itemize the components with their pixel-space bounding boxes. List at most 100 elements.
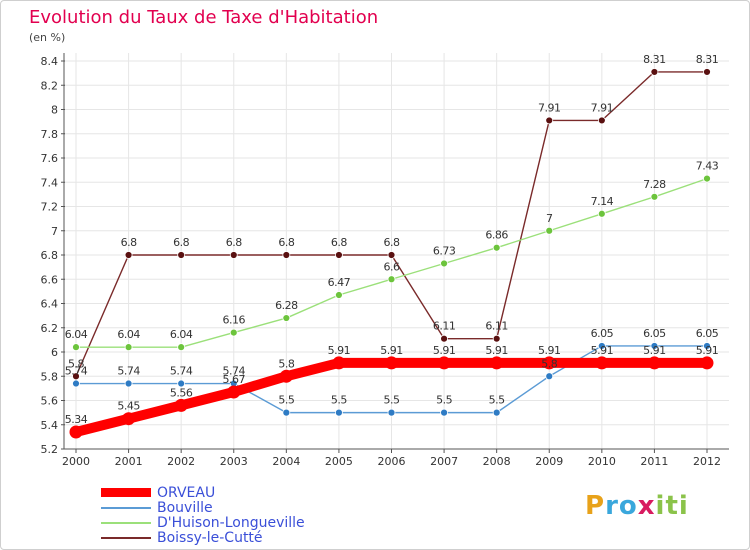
logo-letter: r [605,491,619,521]
y-tick-label: 7 [51,225,58,238]
data-point [279,369,293,383]
x-tick-label: 2011 [640,455,668,468]
legend-label: Boissy-le-Cutté [157,529,263,546]
data-label: 5.91 [591,344,614,357]
data-point [387,275,396,284]
data-label: 6.16 [223,314,246,327]
data-point [229,328,238,337]
legend-item: ORVEAU [101,484,305,501]
legend-item: Bouville [101,500,305,516]
data-label: 5.91 [538,344,561,357]
logo-letter: i [655,491,666,521]
data-label: 5.91 [433,344,456,357]
data-point [387,408,396,417]
data-point [492,334,501,343]
data-label: 6.05 [696,327,719,340]
proxiti-logo: Proxiti [585,491,689,521]
data-label: 6.11 [433,320,456,333]
data-point [545,372,554,381]
plot-area [64,53,729,449]
data-point [545,226,554,235]
chart-title: Evolution du Taux de Taxe d'Habitation [29,7,379,28]
y-tick-label: 6.6 [41,273,59,286]
data-point [597,116,606,125]
data-label: 6.05 [591,327,614,340]
data-label: 6.28 [275,299,298,312]
data-point [124,343,133,352]
y-tick-label: 6 [51,346,58,359]
x-tick-label: 2010 [588,455,616,468]
x-tick-label: 2002 [167,455,195,468]
legend-label: ORVEAU [157,484,216,501]
data-point [650,68,659,76]
data-point [700,356,714,370]
logo-letter: P [585,491,606,521]
data-point [490,356,504,370]
data-label: 5.74 [170,365,193,378]
data-point [440,334,448,343]
data-point [124,379,133,388]
data-label: 6.6 [384,260,400,273]
data-label: 6.8 [331,236,347,249]
data-point [492,408,501,417]
data-point [595,356,609,370]
data-point [229,251,238,259]
data-label: 6.8 [226,236,242,249]
data-point [703,68,711,76]
data-point [703,342,711,350]
data-label: 5.8 [278,357,294,370]
y-tick-label: 5.2 [41,443,59,456]
x-tick-label: 2012 [693,455,721,468]
legend-label: D'Huison-Longueville [157,514,305,531]
data-label: 5.8 [68,357,84,370]
data-point [122,412,136,426]
legend-swatch [101,536,151,539]
data-label: 5.91 [696,344,719,357]
data-label: 5.5 [331,394,347,407]
x-tick-label: 2006 [378,455,406,468]
data-label: 5.5 [489,394,505,407]
data-point [282,314,291,322]
data-point [282,251,291,259]
data-point [492,243,501,252]
data-point [542,356,556,370]
data-label: 6.05 [643,327,666,340]
data-label: 6.04 [170,328,193,341]
data-label: 5.67 [223,373,246,386]
data-point [437,356,451,370]
legend-swatch [101,521,151,524]
data-label: 6.47 [328,276,351,289]
y-tick-label: 8.2 [41,79,59,92]
data-point [174,398,188,412]
data-label: 5.56 [170,386,193,399]
x-tick-label: 2003 [220,455,248,468]
data-label: 6.86 [485,229,508,242]
legend-swatch [101,488,151,497]
data-point [650,342,659,350]
logo-letter: i [678,491,689,521]
data-label: 6.04 [117,328,140,341]
data-label: 5.91 [485,344,508,357]
data-point [647,356,661,370]
data-label: 5.45 [117,400,140,413]
y-tick-label: 6.8 [41,249,59,262]
data-label: 5.34 [65,413,88,426]
y-tick-label: 5.8 [41,370,59,383]
data-label: 5.91 [328,344,351,357]
y-tick-label: 5.4 [41,419,59,432]
legend-item: D'Huison-Longueville [101,514,305,531]
data-label: 6.8 [121,236,137,249]
data-label: 8.31 [696,53,719,66]
data-label: 6.8 [384,236,400,249]
data-point [227,385,241,399]
data-label: 5.8 [541,357,557,370]
y-tick-label: 7.6 [41,152,59,165]
data-point [650,192,659,201]
legend-item: Boissy-le-Cutté [101,529,305,546]
data-point [335,408,343,417]
data-point [69,425,83,439]
data-point [440,408,448,417]
x-tick-label: 2000 [62,455,90,468]
data-point [335,291,343,299]
